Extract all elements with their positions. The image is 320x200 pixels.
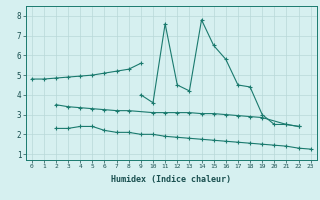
X-axis label: Humidex (Indice chaleur): Humidex (Indice chaleur) [111,175,231,184]
